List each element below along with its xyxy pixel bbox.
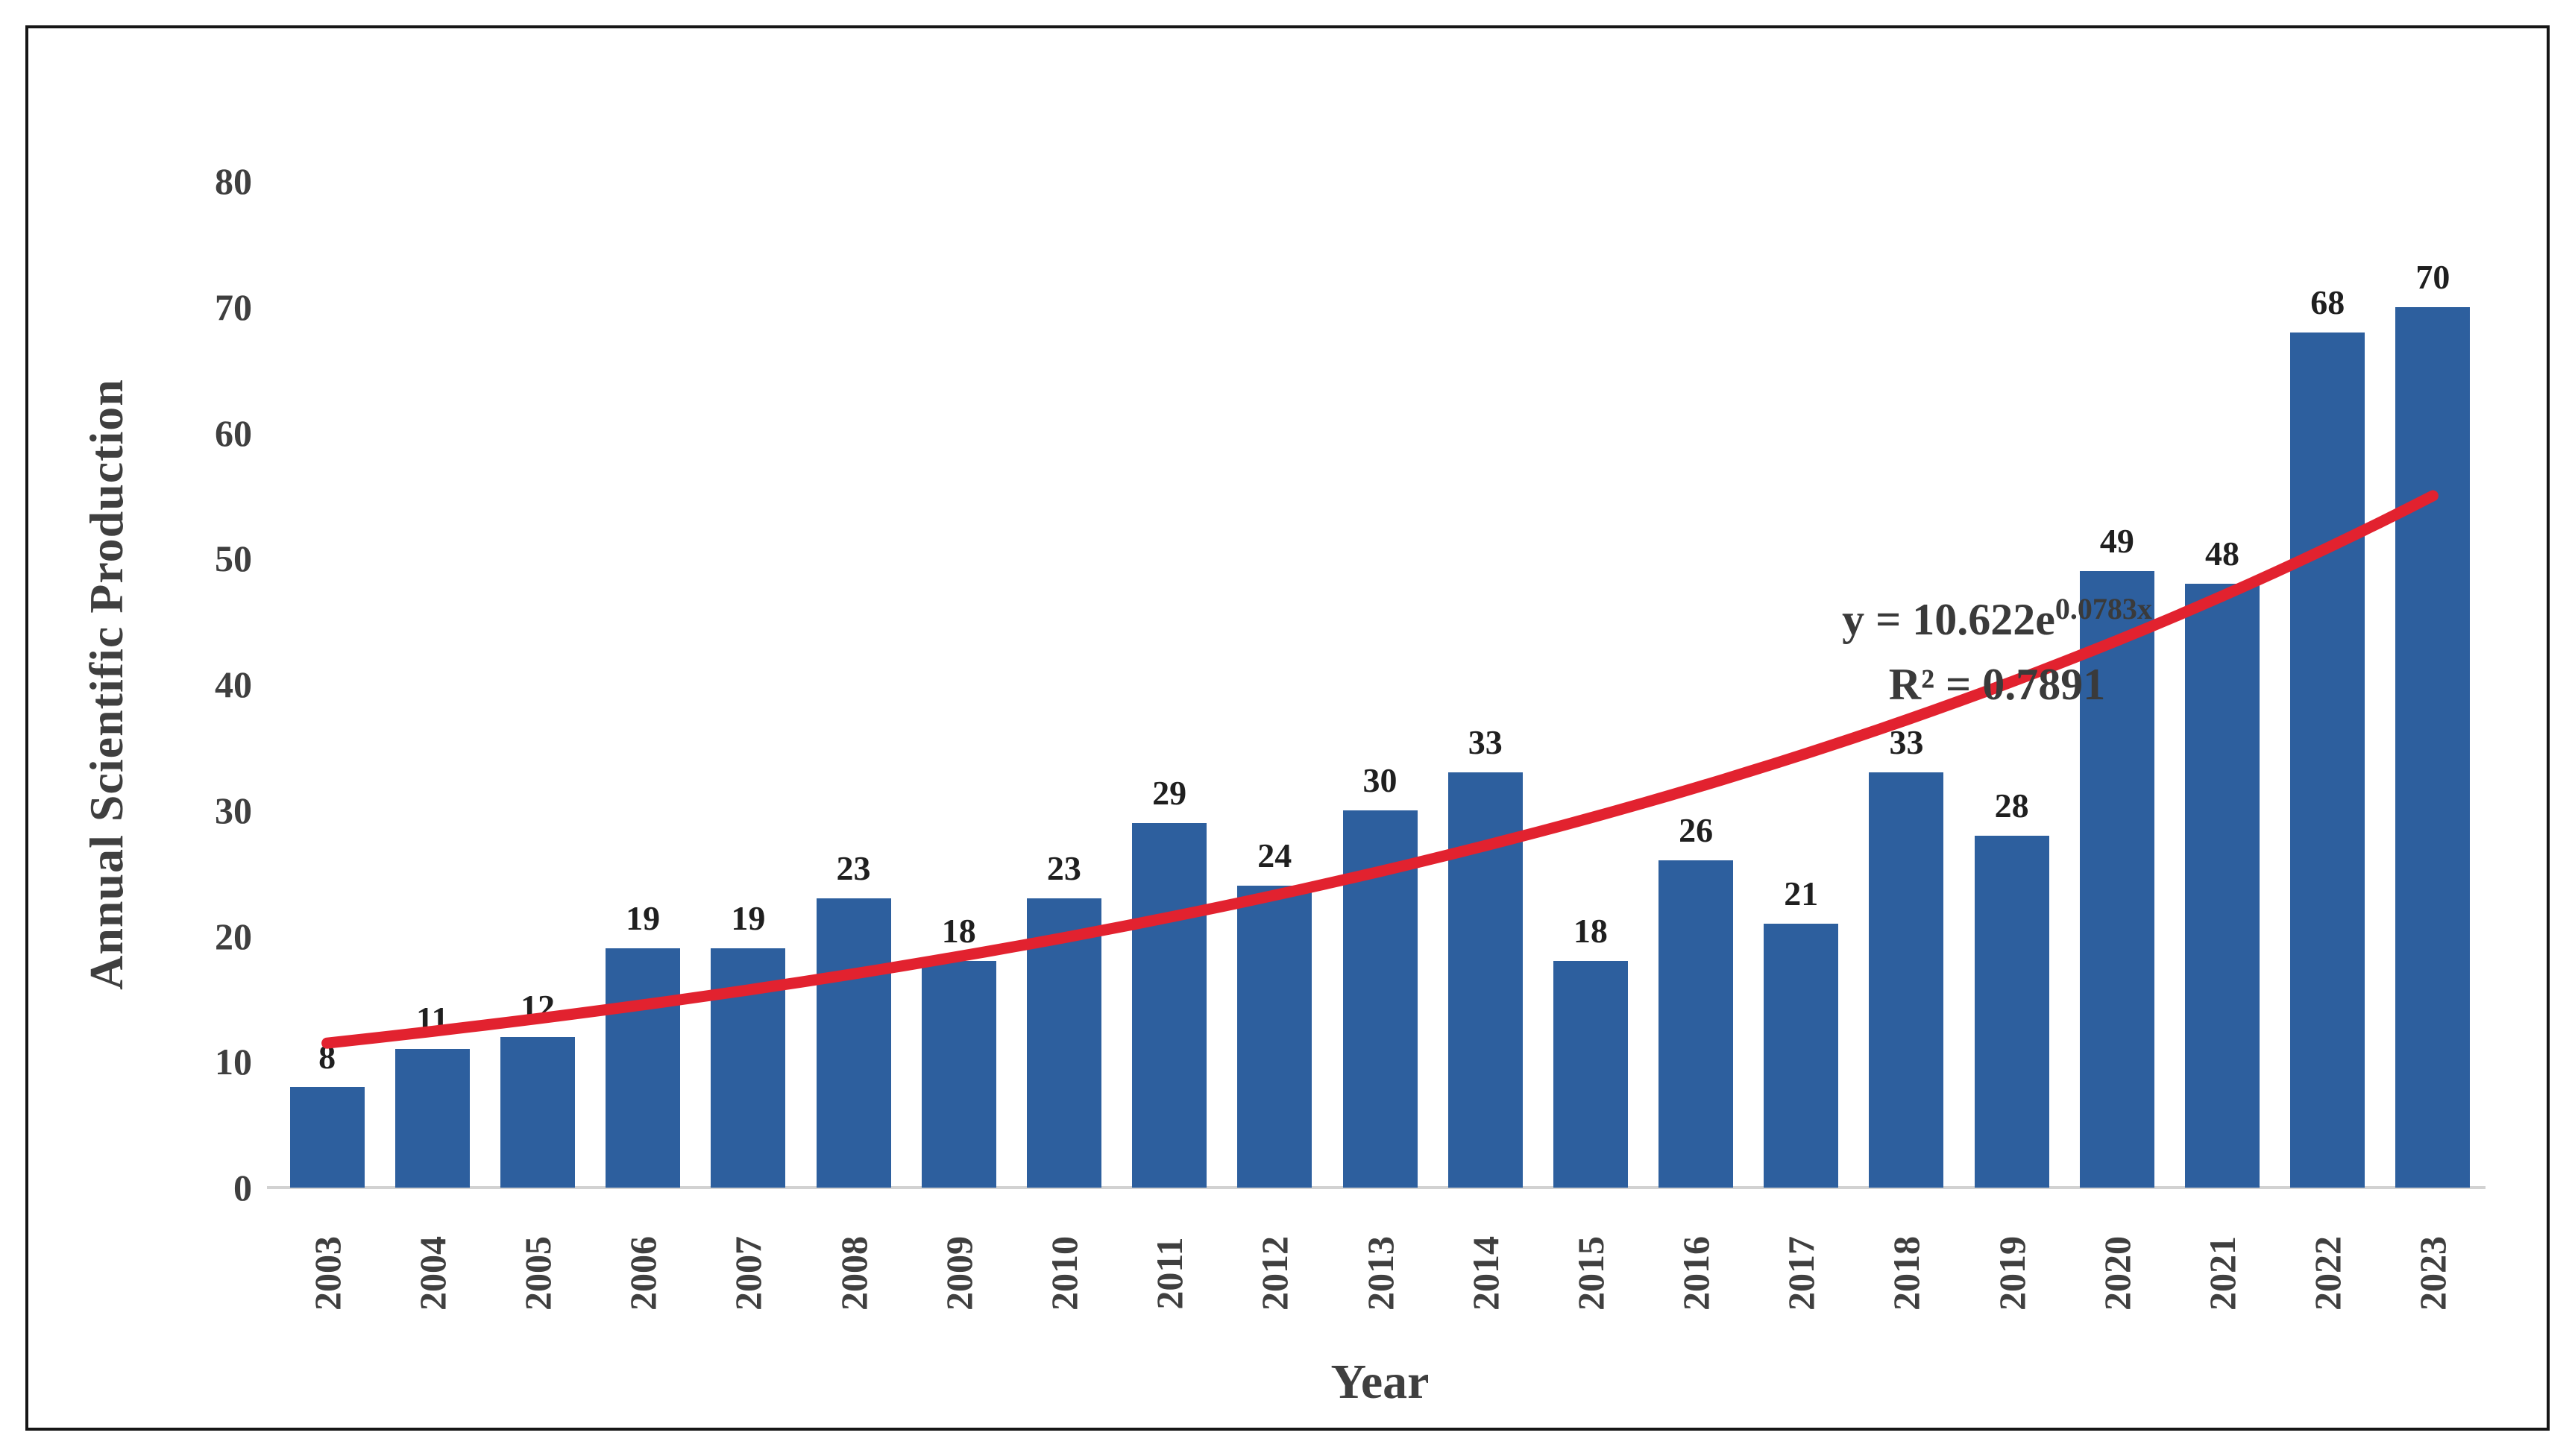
bar — [1026, 898, 1101, 1188]
bar-value-label: 68 — [2310, 283, 2345, 321]
bar — [2290, 332, 2365, 1188]
bar-value-label: 12 — [520, 987, 555, 1026]
y-tick-label: 60 — [215, 412, 252, 454]
x-tick-label: 2016 — [1675, 1236, 1717, 1311]
bar-value-label: 19 — [731, 899, 766, 938]
equation-base: y = 10.622e — [1842, 595, 2055, 644]
bar — [1553, 961, 1628, 1188]
y-tick-label: 20 — [215, 915, 252, 957]
bar — [1237, 886, 1312, 1188]
bar-value-label: 18 — [1573, 912, 1608, 951]
bar-value-label: 33 — [1889, 723, 1924, 762]
x-tick-label: 2007 — [727, 1236, 770, 1311]
bar — [1764, 923, 1839, 1188]
bar-value-label: 21 — [1784, 874, 1819, 913]
bar — [1132, 822, 1207, 1188]
y-axis-ticks: 0 10 20 30 40 50 60 70 80 — [133, 160, 252, 1208]
y-tick-label: 40 — [215, 664, 252, 705]
x-axis-ticks: 2003 2004 2005 2006 2007 2008 2009 2010 2011 2012… — [274, 1199, 2486, 1355]
x-tick-label: 2015 — [1569, 1236, 1612, 1311]
bar — [394, 1049, 470, 1188]
x-tick-label: 2020 — [2095, 1236, 2138, 1311]
y-tick-label: 70 — [215, 286, 252, 328]
x-axis-line — [267, 1186, 2486, 1189]
x-axis-title: Year — [1330, 1355, 1430, 1409]
y-tick-label: 30 — [215, 789, 252, 831]
plot-area: 8 11 12 19 19 23 18 23 29 24 30 33 18 26 21 33 28 49 48 68 7… — [267, 181, 2486, 1189]
x-tick-label: 2012 — [1254, 1236, 1296, 1311]
bar — [711, 948, 786, 1188]
bar — [1869, 772, 1944, 1188]
bar — [1658, 860, 1734, 1188]
bar — [606, 948, 681, 1188]
x-tick-label: 2009 — [937, 1236, 980, 1311]
x-tick-label: 2023 — [2412, 1236, 2454, 1311]
bar-value-label: 28 — [1994, 786, 2029, 825]
bar-value-label: 30 — [1362, 760, 1397, 799]
bar — [816, 898, 891, 1188]
bar — [1447, 772, 1523, 1188]
bar-value-label: 23 — [836, 848, 871, 887]
bar-value-label: 49 — [2099, 522, 2134, 561]
bar — [921, 961, 996, 1188]
x-tick-label: 2019 — [1990, 1236, 2033, 1311]
bar-value-label: 23 — [1046, 848, 1081, 887]
bar-value-label: 11 — [416, 1000, 449, 1039]
x-tick-label: 2013 — [1359, 1236, 1401, 1311]
bar-value-label: 24 — [1257, 836, 1292, 874]
bar — [2185, 584, 2260, 1188]
bar-value-label: 26 — [1679, 811, 1714, 850]
equation-exponent: 0.0783x — [2054, 592, 2152, 625]
x-tick-label: 2003 — [306, 1236, 348, 1311]
bar — [500, 1036, 575, 1188]
x-tick-label: 2005 — [516, 1236, 559, 1311]
y-tick-label: 50 — [215, 538, 252, 580]
y-axis-title: Annual Scientific Production — [80, 379, 133, 990]
x-tick-label: 2021 — [2201, 1236, 2244, 1311]
x-tick-label: 2022 — [2307, 1236, 2349, 1311]
bar-value-label: 18 — [941, 912, 976, 951]
bar-value-label: 8 — [318, 1038, 336, 1076]
y-tick-label: 80 — [215, 160, 252, 202]
x-tick-label: 2008 — [832, 1236, 875, 1311]
bar — [289, 1087, 365, 1188]
x-tick-label: 2010 — [1043, 1236, 1085, 1311]
r-squared: R² = 0.7891 — [1888, 660, 2106, 709]
equation-line: y = 10.622e0.0783x — [1842, 587, 2152, 652]
bar-value-label: 29 — [1152, 773, 1187, 812]
x-tick-label: 2006 — [622, 1236, 664, 1311]
y-tick-label: 10 — [215, 1041, 252, 1083]
trendline-equation: y = 10.622e0.0783x R² = 0.7891 — [1842, 587, 2152, 717]
bar-value-label: 33 — [1468, 723, 1503, 762]
x-tick-label: 2004 — [411, 1236, 453, 1311]
x-tick-label: 2011 — [1148, 1237, 1191, 1310]
bar-value-label: 19 — [626, 899, 661, 938]
y-tick-label: 0 — [233, 1167, 252, 1208]
bar-value-label: 70 — [2415, 257, 2450, 296]
x-tick-label: 2017 — [1780, 1236, 1823, 1311]
bar — [1974, 835, 2049, 1188]
bar — [2395, 306, 2471, 1188]
x-tick-label: 2018 — [1885, 1236, 1928, 1311]
bar — [1342, 810, 1418, 1188]
bar-value-label: 48 — [2205, 535, 2240, 573]
chart-frame: Annual Scientific Production 0 10 20 30 40 50… — [25, 25, 2550, 1431]
x-tick-label: 2014 — [1464, 1236, 1506, 1311]
